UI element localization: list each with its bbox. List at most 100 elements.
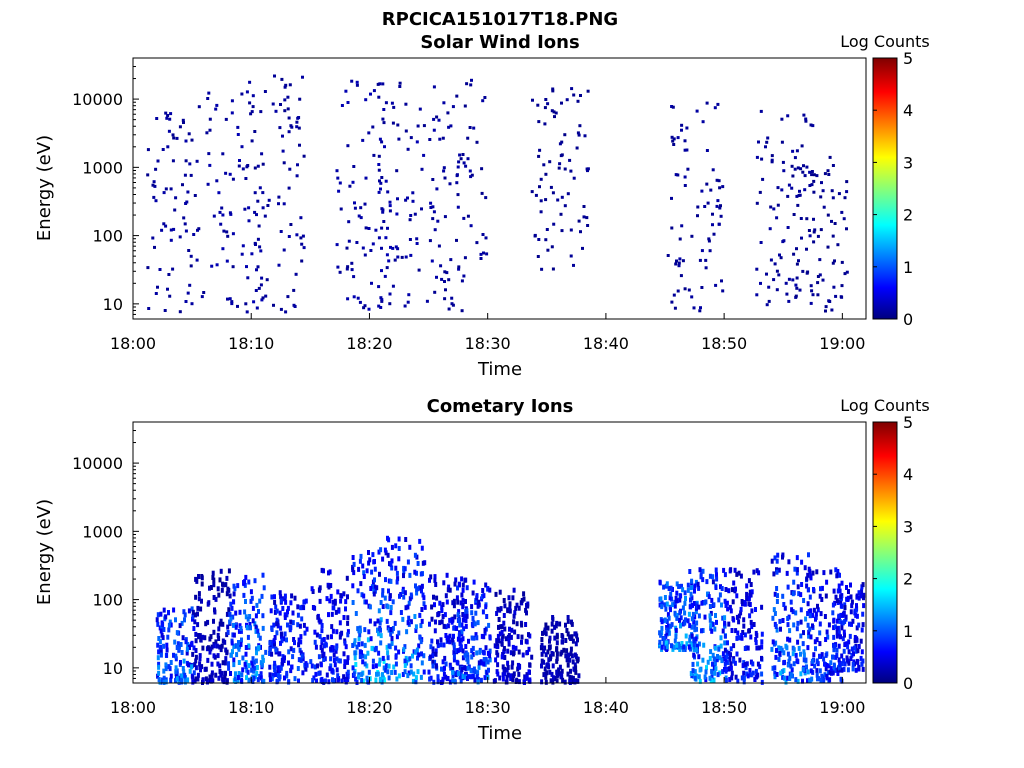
x-tick-label: 18:40 [583, 698, 629, 717]
heatmap-cell [346, 265, 350, 269]
heatmap-cell [859, 655, 863, 661]
heatmap-cell [395, 169, 399, 173]
heatmap-cell [806, 601, 810, 607]
heatmap-cell [457, 265, 461, 269]
heatmap-cell [664, 633, 668, 639]
heatmap-cell [819, 586, 822, 592]
heatmap-cell [256, 265, 260, 269]
heatmap-cell [386, 535, 389, 541]
heatmap-cell [323, 678, 327, 684]
heatmap-cell [370, 584, 374, 590]
heatmap-cell [273, 609, 277, 615]
heatmap-cell [701, 577, 705, 583]
heatmap-cell [660, 600, 664, 606]
heatmap-cell [853, 645, 857, 651]
heatmap-cell [749, 592, 753, 598]
heatmap-cell [372, 591, 376, 597]
heatmap-cell [253, 578, 257, 584]
heatmap-cell [448, 587, 452, 593]
heatmap-cell [698, 567, 702, 573]
colorbar-gradient [873, 58, 897, 319]
heatmap-cell [289, 668, 293, 674]
heatmap-cell [817, 676, 820, 682]
heatmap-cell [187, 249, 191, 252]
heatmap-cell [730, 587, 734, 593]
heatmap-cell [795, 247, 798, 251]
heatmap-cell [576, 131, 580, 135]
heatmap-cell [432, 210, 436, 214]
heatmap-cell [733, 567, 737, 573]
heatmap-cell [500, 636, 504, 642]
heatmap-cell [528, 662, 532, 668]
heatmap-cell [459, 600, 463, 606]
heatmap-cell [455, 181, 459, 185]
heatmap-cell [572, 263, 575, 267]
heatmap-cell [286, 609, 289, 615]
heatmap-cell [240, 678, 243, 683]
heatmap-cell [809, 573, 813, 579]
heatmap-cell [345, 676, 349, 682]
heatmap-cell [231, 614, 235, 620]
heatmap-cell [299, 236, 303, 240]
heatmap-cell [802, 649, 806, 655]
heatmap-cell [801, 666, 805, 672]
heatmap-cell [810, 289, 814, 293]
heatmap-cell [760, 157, 764, 161]
heatmap-cell [516, 666, 520, 672]
heatmap-cell [195, 258, 199, 262]
heatmap-cell [497, 617, 501, 622]
heatmap-cell [339, 207, 343, 211]
heatmap-cell [754, 637, 758, 642]
heatmap-cell [697, 604, 701, 610]
heatmap-cell [701, 568, 705, 574]
heatmap-cell [430, 604, 434, 610]
heatmap-cell [442, 623, 446, 629]
heatmap-cell [256, 628, 260, 634]
heatmap-cell [695, 626, 698, 632]
heatmap-cell [164, 662, 168, 668]
heatmap-cell [368, 557, 372, 563]
figure-title: RPCICA151017T18.PNG [382, 9, 618, 30]
heatmap-cell [380, 298, 384, 302]
heatmap-cell [503, 655, 507, 660]
heatmap-cell [164, 224, 168, 228]
heatmap-cell [745, 671, 749, 677]
heatmap-cell [697, 654, 701, 660]
heatmap-cell [357, 214, 361, 218]
heatmap-cell [795, 570, 799, 576]
heatmap-cell [711, 622, 715, 628]
heatmap-cell [712, 656, 716, 662]
heatmap-cell [223, 639, 227, 645]
heatmap-cell [380, 679, 384, 685]
heatmap-cell [412, 671, 416, 677]
heatmap-cell [226, 297, 229, 301]
heatmap-cell [475, 635, 479, 641]
heatmap-cell [384, 577, 387, 583]
heatmap-cell [157, 661, 161, 667]
heatmap-cell [193, 194, 197, 197]
heatmap-cell [231, 232, 235, 236]
heatmap-cell [228, 611, 232, 617]
heatmap-cell [569, 646, 573, 652]
heatmap-cell [261, 613, 265, 619]
heatmap-cell [281, 660, 285, 666]
heatmap-cell [221, 213, 225, 217]
heatmap-cell [336, 589, 340, 595]
heatmap-cell [396, 576, 400, 582]
heatmap-cell [572, 666, 576, 672]
heatmap-cell [196, 676, 200, 682]
heatmap-cell [678, 617, 681, 623]
heatmap-cell [286, 295, 290, 299]
heatmap-cell [735, 571, 739, 577]
heatmap-cell [458, 631, 461, 637]
heatmap-cell [210, 672, 214, 678]
heatmap-cell [157, 670, 161, 676]
heatmap-cell [809, 668, 813, 674]
heatmap-cell [722, 656, 726, 662]
heatmap-cell [391, 626, 395, 631]
heatmap-cell [224, 670, 227, 676]
heatmap-cell [406, 673, 410, 679]
heatmap-cell [206, 182, 210, 186]
heatmap-cell [348, 184, 352, 188]
heatmap-cell [689, 597, 692, 603]
